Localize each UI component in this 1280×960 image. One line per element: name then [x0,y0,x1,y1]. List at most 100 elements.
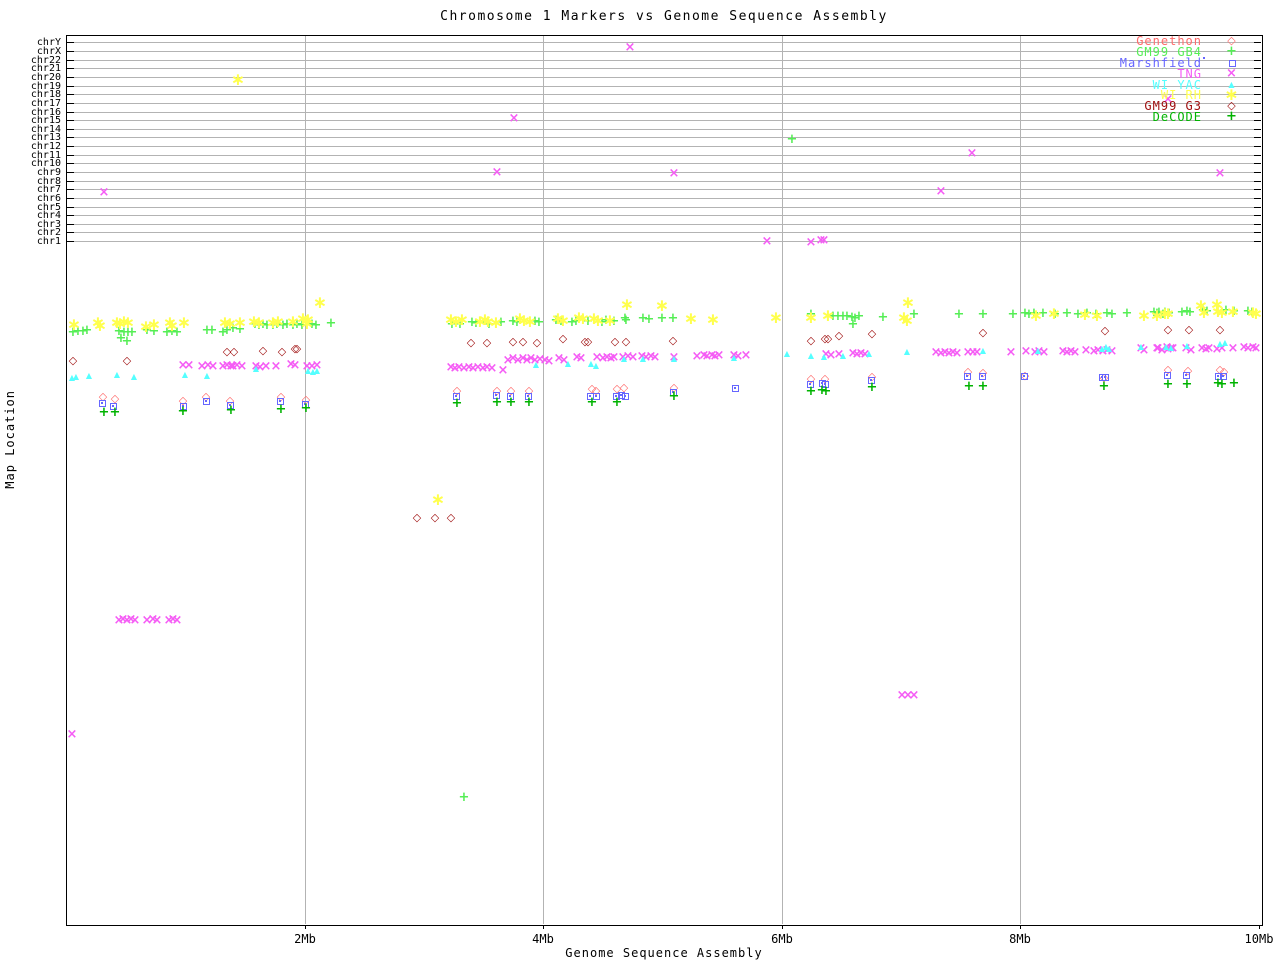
data-point-genethon: ◇ [98,390,108,403]
data-point-genethon: ◇ [506,384,516,397]
y-axis-tick-right [1254,103,1261,104]
y-axis-chromosome-label: chr8 [36,176,61,187]
legend-entry-gm99-gb4: GM99 GB4 + [1120,44,1262,60]
data-point-tng: × [260,359,272,374]
chromosome-gridline [67,103,1261,104]
data-point-tng: × [575,351,587,366]
data-point-decode: + [1181,377,1193,392]
data-point-gm99-gb4: + [1246,305,1258,320]
data-point-gm99-g3: ◇ [122,354,132,367]
data-point-marshfield [979,373,986,380]
y-axis-tick-right [1254,155,1261,156]
data-point-wi-rh: ∗ [1248,304,1264,324]
data-point-gm99-g3: ◇ [292,342,302,355]
legend-marker-glyph-gm99-g3: ◇ [1227,99,1237,113]
data-point-wi-rh: ∗ [116,312,132,332]
data-point-wi-yac: ▲ [979,346,987,355]
chromosome-gridline [67,232,1261,233]
data-point-marshfield [622,393,629,400]
y-axis-tick-left [67,181,74,182]
data-point-tng: × [250,359,262,374]
data-point-tng: × [1211,342,1223,357]
data-point-genethon: ◇ [301,393,311,406]
legend-label: WI RH [1160,88,1202,103]
y-axis-tick-left [67,146,74,147]
data-point-decode: + [491,395,503,410]
data-point-gm99-gb4: + [291,317,303,332]
data-point-gm99-gb4: + [832,309,844,324]
data-point-tng: × [902,688,914,703]
data-point-wi-rh: ∗ [430,490,446,510]
data-point-wi-yac: ▲ [1034,346,1042,355]
data-point-wi-rh: ∗ [683,309,699,329]
data-point-wi-yac: ▲ [203,371,211,380]
y-axis-tick-left [67,77,74,78]
legend-entry-wi-yac: WI YAC ▲ [1120,78,1262,92]
data-point-gm99-gb4: + [1028,306,1040,321]
data-point-gm99-gb4: + [281,317,293,332]
chromosome-gridline [67,163,1261,164]
data-point-wi-yac: ▲ [820,352,828,361]
y-axis-tick-left [67,232,74,233]
data-point-wi-yac: ▲ [252,364,260,373]
data-point-tng: × [951,346,963,361]
data-point-gm99-gb4: + [1157,307,1169,322]
data-point-marshfield [822,381,829,388]
data-point-gm99-gb4: + [596,315,608,330]
data-point-gm99-g3: ◇ [867,327,877,340]
data-point-wi-yac: ▲ [1183,341,1191,350]
data-point-marshfield [1164,372,1171,379]
data-point-gm99-gb4: + [483,317,495,332]
data-point-tng: × [966,146,978,161]
data-point-wi-rh: ∗ [900,293,916,313]
y-axis-tick-right [1254,181,1261,182]
data-point-tng: × [1185,343,1197,358]
data-point-wi-rh: ∗ [270,312,286,332]
data-point-wi-yac: ▲ [564,359,572,368]
data-point-genethon: ◇ [1020,369,1030,382]
data-point-wi-rh: ∗ [768,308,784,328]
legend-label: Marshfield [1119,56,1202,70]
data-point-tng: × [98,185,110,200]
data-point-tng: × [930,345,942,360]
data-point-gm99-gb4: + [450,316,462,331]
y-axis-chromosome-label: chr18 [30,89,61,100]
data-point-wi-rh: ∗ [516,311,532,331]
data-point-gm99-gb4: + [608,314,620,329]
legend-marker-glyph-gm99-gb4: + [1226,44,1238,60]
data-point-gm99-gb4: + [837,309,849,324]
chromosome-gridline [67,137,1261,138]
data-point-marshfield [1220,373,1227,380]
data-point-wi-rh: ∗ [1077,305,1093,325]
y-axis-tick-left [67,137,74,138]
y-axis-chromosome-label: chr19 [30,81,61,92]
data-point-tng: × [617,350,629,365]
data-point-wi-rh: ∗ [300,310,316,330]
data-point-tng: × [668,350,680,365]
data-point-decode: + [98,405,110,420]
data-point-wi-rh: ∗ [164,316,180,336]
data-point-decode: + [109,405,121,420]
data-point-wi-yac: ▲ [1098,344,1106,353]
y-axis-tick-left [67,215,74,216]
data-point-tng: × [227,359,239,374]
data-point-tng: × [517,351,529,366]
data-point-tng: × [1200,342,1212,357]
data-point-gm99-gb4: + [166,324,178,339]
data-point-wi-rh: ∗ [312,293,328,313]
data-point-decode: + [963,379,975,394]
data-point-genethon: ◇ [867,370,877,383]
data-point-tng: × [217,359,229,374]
data-point-gm99-gb4: + [1184,305,1196,320]
data-point-wi-rh: ∗ [146,315,162,335]
data-point-tng: × [1162,342,1174,357]
data-point-wi-rh: ∗ [112,314,128,334]
data-point-wi-rh: ∗ [803,308,819,328]
data-point-decode: + [820,384,832,399]
chromosome-gridline [67,112,1261,113]
data-point-tng: × [908,688,920,703]
data-point-wi-rh: ∗ [1209,295,1225,315]
data-point-gm99-gb4: + [1101,306,1113,321]
y-axis-tick-right [1254,215,1261,216]
legend-entry-decode: DeCODE + [1120,109,1262,124]
